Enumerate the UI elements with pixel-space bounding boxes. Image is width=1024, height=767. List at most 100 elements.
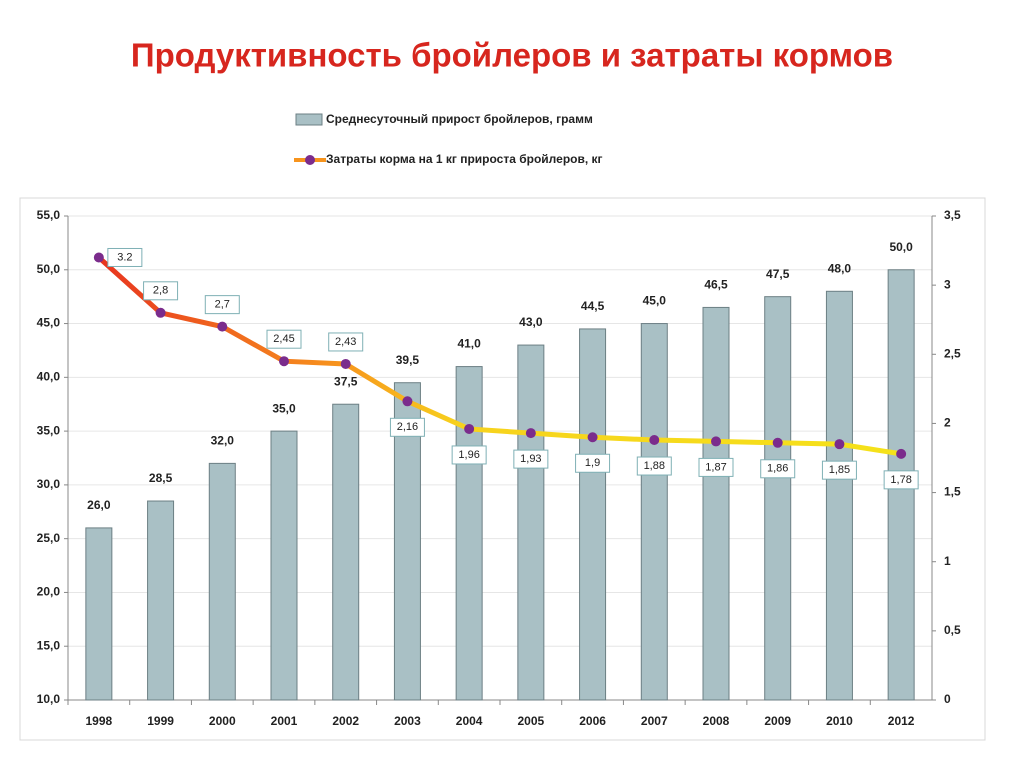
bar-value-label: 32,0 [211, 434, 235, 448]
bar-value-label: 28,5 [149, 471, 173, 485]
line-value-label: 3.2 [117, 251, 132, 263]
value-label-box [266, 329, 302, 349]
bar-value-label: 41,0 [457, 337, 481, 351]
line-value-label: 1,87 [705, 461, 726, 473]
x-tick-label: 2009 [764, 714, 791, 728]
bar [270, 430, 298, 701]
y2-tick-label: 2,5 [944, 346, 961, 360]
bar-value-label: 43,0 [519, 315, 543, 329]
y-tick-label: 20,0 [37, 585, 61, 599]
line-value-label: 2,43 [335, 336, 356, 348]
x-tick-label: 1999 [147, 714, 174, 728]
line-marker [93, 252, 104, 263]
bar [579, 328, 607, 701]
bar [764, 296, 792, 701]
y2-tick-label: 1,5 [944, 485, 961, 499]
x-tick-label: 2000 [209, 714, 236, 728]
legend-label: Затраты корма на 1 кг прироста бройлеров… [326, 152, 603, 166]
line [97, 255, 902, 457]
value-label-box [328, 332, 364, 352]
bar-value-label: 26,0 [87, 498, 111, 512]
line-marker [464, 423, 475, 434]
line-marker [279, 356, 289, 367]
bar [455, 366, 483, 701]
line-value-label: 1,9 [585, 457, 600, 469]
line-value-label: 2,16 [397, 421, 418, 433]
y2-tick-label: 3,5 [944, 208, 961, 222]
bar-value-label: 50,0 [889, 240, 913, 254]
x-tick-label: 2012 [888, 714, 915, 728]
bar-value-label: 39,5 [396, 353, 420, 367]
x-tick-label: 2005 [518, 714, 545, 728]
line-marker [217, 321, 228, 332]
x-tick-label: 2008 [703, 714, 730, 728]
value-label-box [143, 281, 179, 301]
legend-marker [305, 155, 315, 165]
bar [825, 290, 853, 701]
line-value-label: 1,85 [829, 464, 850, 476]
x-tick-label: 2010 [826, 714, 853, 728]
line-value-label: 1,86 [767, 463, 788, 475]
legend-label: Среднесуточный прирост бройлеров, грамм [326, 112, 593, 126]
value-label-box [698, 457, 734, 477]
x-tick-label: 1998 [86, 714, 113, 728]
line-value-label: 2,7 [215, 299, 230, 311]
x-tick-label: 2001 [271, 714, 298, 728]
x-tick-label: 2002 [332, 714, 359, 728]
y-tick-label: 10,0 [37, 692, 61, 706]
y-tick-label: 50,0 [37, 262, 61, 276]
value-label-box [575, 453, 611, 473]
x-tick-label: 2004 [456, 714, 483, 728]
line-marker [896, 448, 907, 459]
line-marker [587, 432, 598, 443]
y-tick-label: 30,0 [37, 477, 61, 491]
bar [702, 306, 730, 701]
value-label-box [451, 445, 487, 465]
line-marker [340, 358, 351, 369]
y2-tick-label: 3 [944, 277, 951, 291]
bar [332, 403, 360, 701]
y-tick-label: 25,0 [37, 531, 61, 545]
line-value-label: 1,96 [458, 449, 479, 461]
line-marker [772, 437, 783, 448]
y-tick-label: 40,0 [37, 370, 61, 384]
chart-title: Продуктивность бройлеров и затраты кормо… [131, 37, 893, 74]
line-marker [649, 435, 660, 446]
value-label-box [107, 247, 143, 267]
value-label-box [636, 456, 672, 476]
value-label-box [760, 459, 796, 479]
legend-swatch [295, 113, 323, 126]
x-tick-label: 2006 [579, 714, 606, 728]
y-tick-label: 55,0 [37, 208, 61, 222]
y-tick-label: 35,0 [37, 423, 61, 437]
line-value-label: 2,8 [153, 285, 168, 297]
y2-tick-label: 2 [944, 416, 951, 430]
value-label-box [389, 417, 425, 437]
line-marker [711, 436, 721, 447]
bar-value-label: 44,5 [581, 299, 605, 313]
line-value-label: 2,45 [273, 333, 294, 345]
bar-value-label: 48,0 [828, 261, 852, 275]
bar [85, 527, 113, 701]
bar [208, 462, 236, 701]
line-value-label: 1,78 [890, 474, 911, 486]
bar-value-label: 37,5 [334, 374, 358, 388]
y-tick-label: 15,0 [37, 638, 61, 652]
bar-value-label: 35,0 [272, 401, 296, 415]
value-label-box [883, 470, 919, 490]
value-label-box [204, 295, 240, 315]
bar-value-label: 47,5 [766, 267, 790, 281]
x-tick-label: 2003 [394, 714, 421, 728]
y2-tick-label: 0,5 [944, 623, 961, 637]
x-tick-label: 2007 [641, 714, 668, 728]
value-label-box [513, 449, 549, 469]
line-marker [834, 439, 845, 450]
chart-frame [19, 197, 986, 741]
line-value-label: 1,88 [644, 460, 665, 472]
y2-tick-label: 0 [944, 692, 951, 706]
value-label-box [821, 460, 857, 480]
line-marker [155, 307, 166, 318]
bar-value-label: 45,0 [643, 294, 667, 308]
bar [640, 323, 668, 701]
